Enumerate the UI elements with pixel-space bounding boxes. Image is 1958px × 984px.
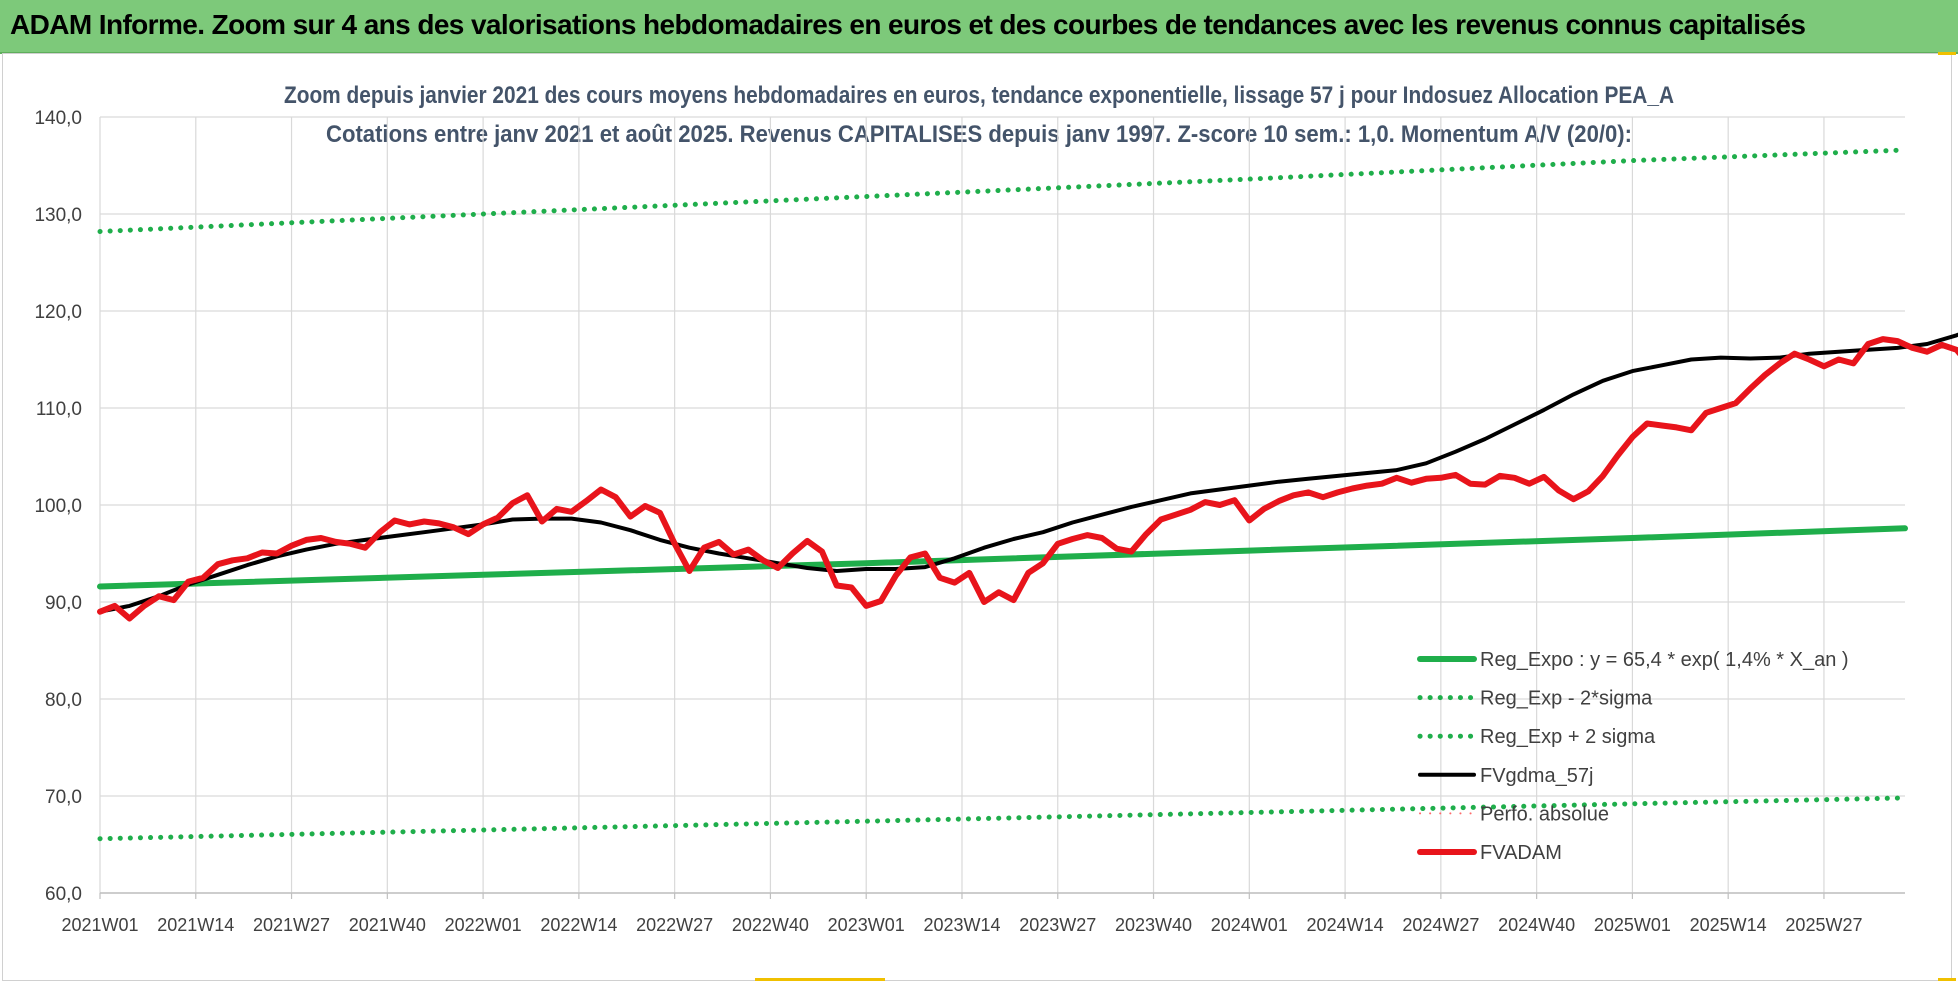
- x-tick-label: 2022W40: [732, 915, 809, 935]
- x-tick-label: 2024W14: [1307, 915, 1384, 935]
- corner-marker: [1938, 52, 1956, 55]
- legend-label: FVADAM: [1480, 842, 1562, 864]
- chart-subtitle: Cotations entre janv 2021 et août 2025. …: [326, 121, 1632, 148]
- y-tick-label: 70,0: [45, 787, 82, 808]
- x-tick-label: 2023W27: [1019, 915, 1096, 935]
- y-tick-label: 110,0: [36, 399, 82, 420]
- chart-title: Zoom depuis janvier 2021 des cours moyen…: [284, 82, 1674, 109]
- legend-label: Reg_Exp - 2*sigma: [1480, 688, 1653, 710]
- legend-label: FVgdma_57j: [1480, 765, 1593, 787]
- x-tick-label: 2021W40: [349, 915, 426, 935]
- legend-label: Perfo. absolue: [1480, 803, 1609, 825]
- corner-marker: [1938, 978, 1956, 981]
- x-tick-label: 2024W01: [1211, 915, 1288, 935]
- x-tick-label: 2023W40: [1115, 915, 1192, 935]
- y-tick-label: 100,0: [34, 496, 82, 517]
- series-line-fvadam: [97, 336, 1958, 622]
- y-tick-label: 90,0: [45, 593, 82, 614]
- report-title: ADAM Informe. Zoom sur 4 ans des valoris…: [10, 9, 1806, 40]
- x-tick-label: 2021W27: [253, 915, 330, 935]
- x-tick-label: 2025W27: [1785, 915, 1862, 935]
- series-line-reg-exp-2-sigma: [97, 147, 1908, 234]
- y-tick-label: 80,0: [45, 690, 82, 711]
- x-tick-label: 2025W01: [1594, 915, 1671, 935]
- x-tick-label: 2024W40: [1498, 915, 1575, 935]
- y-tick-label: 60,0: [45, 884, 82, 905]
- series-line-reg-exp-2-sigma: [97, 795, 1908, 842]
- scrollbar-thumb[interactable]: [755, 978, 885, 981]
- x-tick-label: 2021W14: [157, 915, 234, 935]
- x-tick-label: 2021W01: [61, 915, 138, 935]
- x-tick-label: 2022W14: [540, 915, 617, 935]
- x-tick-label: 2023W14: [923, 915, 1000, 935]
- series-line-reg-expo-y-65-4-exp-1-4-x-an: [97, 525, 1908, 590]
- chart-frame: [2, 53, 1952, 981]
- y-tick-label: 140,0: [34, 108, 82, 129]
- x-tick-label: 2024W27: [1402, 915, 1479, 935]
- x-tick-label: 2023W01: [828, 915, 905, 935]
- x-tick-label: 2022W01: [445, 915, 522, 935]
- x-tick-label: 2025W14: [1690, 915, 1767, 935]
- legend-label: Reg_Exp + 2 sigma: [1480, 726, 1656, 748]
- x-tick-label: 2022W27: [636, 915, 713, 935]
- legend-label: Reg_Expo : y = 65,4 * exp( 1,4% * X_an ): [1480, 649, 1849, 671]
- y-tick-label: 130,0: [34, 205, 82, 226]
- y-tick-label: 120,0: [34, 302, 82, 323]
- report-banner: ADAM Informe. Zoom sur 4 ans des valoris…: [0, 0, 1958, 54]
